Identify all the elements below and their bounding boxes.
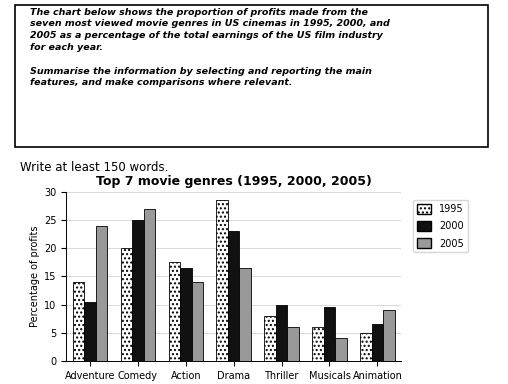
Bar [73, 282, 84, 361]
Bar [132, 220, 144, 361]
Bar [239, 268, 251, 361]
Bar [335, 338, 347, 361]
Bar [216, 200, 228, 361]
Text: The chart below shows the proportion of profits made from the
seven most viewed : The chart below shows the proportion of … [30, 8, 390, 88]
Bar [192, 282, 203, 361]
Bar [312, 327, 324, 361]
Bar [169, 262, 180, 361]
Title: Top 7 movie genres (1995, 2000, 2005): Top 7 movie genres (1995, 2000, 2005) [96, 175, 372, 188]
Bar [96, 226, 107, 361]
Legend: 1995, 2000, 2005: 1995, 2000, 2005 [413, 200, 468, 252]
Bar [180, 268, 192, 361]
Bar [324, 308, 335, 361]
Bar [264, 316, 276, 361]
Y-axis label: Percentage of profits: Percentage of profits [29, 226, 40, 327]
Bar [383, 310, 395, 361]
Bar [372, 324, 383, 361]
Bar [288, 327, 299, 361]
Bar [120, 248, 132, 361]
Bar [144, 209, 155, 361]
FancyBboxPatch shape [15, 5, 488, 147]
Bar [84, 302, 96, 361]
Bar [276, 305, 288, 361]
Bar [360, 333, 372, 361]
Bar [228, 232, 239, 361]
Text: Write at least 150 words.: Write at least 150 words. [20, 161, 169, 174]
